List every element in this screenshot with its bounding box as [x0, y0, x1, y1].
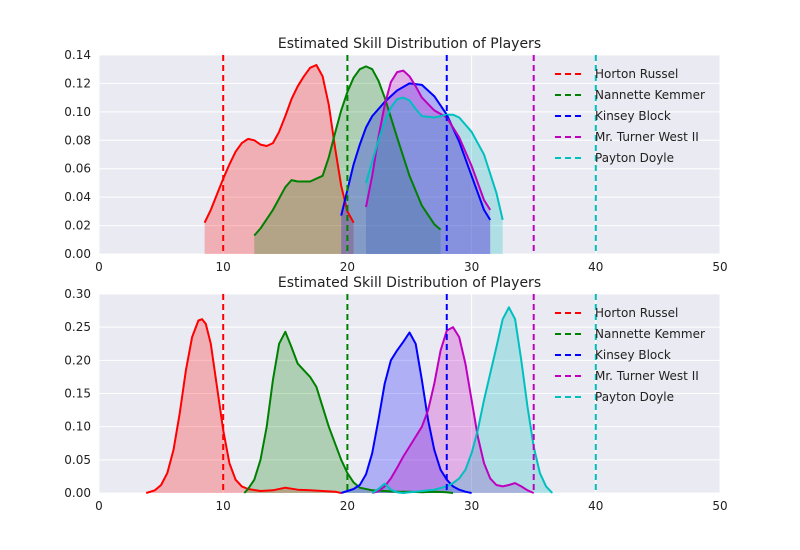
x-tick-label: 30 [464, 499, 479, 513]
density-fill-2 [341, 83, 491, 255]
density-fill-0 [204, 65, 354, 254]
density-line-0 [145, 318, 342, 494]
legend-label-2: Kinsey Block [595, 109, 671, 123]
x-tick-label: 50 [712, 499, 727, 513]
y-tick-label: 0.06 [64, 162, 91, 176]
legend-label-2: Kinsey Block [595, 348, 671, 362]
y-tick-label: 0.04 [64, 190, 91, 204]
legend-label-0: Horton Russel [595, 67, 678, 81]
subplot-top: 0 10 20 30 40 50 0.00 0.02 0.04 0.06 0.08 0.10 0.12 0… [64, 36, 727, 274]
y-tick-label: 0.15 [64, 387, 91, 401]
y-tick-label: 0.02 [64, 219, 91, 233]
density-fill-4 [372, 307, 553, 493]
subplot-bottom: 0 10 20 30 40 50 0.00 0.05 0.10 0.15 0.20 0.25 0.30 E… [64, 275, 727, 513]
legend-label-4: Payton Doyle [595, 390, 674, 404]
y-tick-label: 0.25 [64, 320, 91, 334]
density-fill-0 [146, 319, 342, 493]
legend-label-3: Mr. Turner West II [595, 369, 699, 383]
y-tick-label: 0.00 [64, 247, 91, 261]
density-line-4 [365, 96, 504, 221]
x-tick-label: 50 [712, 260, 727, 274]
x-tick-label: 0 [95, 499, 103, 513]
x-tick-label: 10 [216, 260, 231, 274]
y-tick-label: 0.14 [64, 48, 91, 62]
density-fill-2 [341, 332, 472, 493]
density-line-3 [365, 69, 492, 211]
y-tick-label: 0.08 [64, 133, 91, 147]
x-tick-label: 40 [588, 260, 603, 274]
y-tick-label: 0.30 [64, 287, 91, 301]
x-tick-label: 0 [95, 260, 103, 274]
y-tick-label: 0.12 [64, 76, 91, 90]
density-fill-1 [244, 331, 453, 493]
density-line-1 [253, 65, 442, 237]
legend-label-3: Mr. Turner West II [595, 130, 699, 144]
y-tick-label: 0.05 [64, 453, 91, 467]
x-tick-label: 40 [588, 499, 603, 513]
density-fill-3 [366, 70, 491, 254]
legend-label-1: Nannette Kemmer [595, 88, 705, 102]
y-tick-label: 0.10 [64, 420, 91, 434]
y-tick-label: 0.00 [64, 486, 91, 500]
density-line-0 [203, 64, 355, 224]
density-line-1 [243, 330, 454, 494]
density-line-2 [340, 82, 492, 221]
x-tick-label: 20 [340, 499, 355, 513]
y-tick-label: 0.10 [64, 105, 91, 119]
density-fill-4 [366, 97, 503, 254]
density-fill-3 [372, 327, 534, 493]
legend-label-0: Horton Russel [595, 306, 678, 320]
density-line-4 [371, 306, 554, 494]
y-tick-label: 0.20 [64, 353, 91, 367]
density-line-2 [340, 331, 472, 494]
plot-background [99, 55, 720, 254]
x-tick-label: 20 [340, 260, 355, 274]
x-tick-label: 10 [216, 499, 231, 513]
legend-label-1: Nannette Kemmer [595, 327, 705, 341]
legend-label-4: Payton Doyle [595, 151, 674, 165]
x-tick-label: 30 [464, 260, 479, 274]
chart-title: Estimated Skill Distribution of Players [278, 275, 541, 291]
density-line-3 [371, 326, 535, 494]
chart-title: Estimated Skill Distribution of Players [278, 36, 541, 52]
